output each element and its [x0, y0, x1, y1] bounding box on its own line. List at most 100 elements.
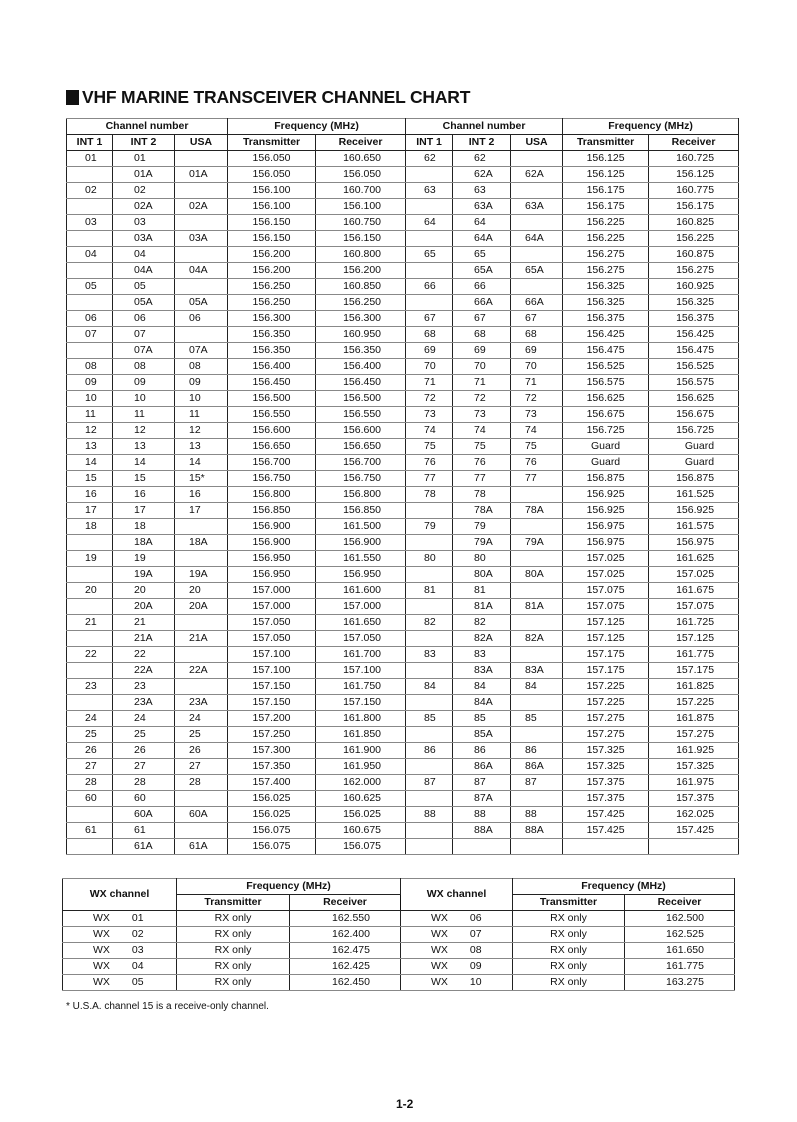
cell-receiver: 157.150 — [315, 694, 407, 711]
cell-receiver: 161.725 — [648, 614, 740, 631]
cell-transmitter: 157.075 — [562, 598, 650, 615]
cell-int2: 22A — [112, 662, 175, 679]
cell-usa — [173, 278, 229, 295]
cell-usa: 14 — [173, 454, 229, 471]
cell-transmitter: 157.250 — [227, 726, 317, 743]
table-row: 04 04 156.200 160.800 65 65 156.275 160.875 — [66, 246, 740, 263]
cell-int1: 81 — [405, 582, 454, 599]
transmitter-header: Transmitter — [512, 894, 625, 911]
cell-int2: 65 — [452, 246, 512, 263]
cell-receiver: 156.100 — [315, 198, 407, 215]
cell-int1: 26 — [66, 742, 113, 759]
column-header-int2: INT 2 — [112, 134, 175, 151]
table-row: 23 23 157.150 161.750 84 84 84 157.225 161.825 — [66, 678, 740, 695]
table-row: 02A 02A 156.100 156.100 63A 63A 156.175 156.175 — [66, 198, 740, 215]
cell-int2: 15 — [112, 470, 175, 487]
cell-transmitter: 156.025 — [227, 806, 317, 823]
cell-int1 — [405, 198, 454, 215]
table-row: 22A 22A 157.100 157.100 83A 83A 157.175 157.175 — [66, 662, 740, 679]
cell-int1: 88 — [405, 806, 454, 823]
cell-receiver: 156.425 — [648, 326, 740, 343]
cell-int1 — [66, 566, 113, 583]
cell-int1 — [405, 838, 454, 855]
cell-int2: 77 — [452, 470, 512, 487]
cell-receiver: 156.950 — [315, 566, 407, 583]
cell-transmitter: 157.100 — [227, 646, 317, 663]
cell-int1: 11 — [66, 406, 113, 423]
cell-transmitter: 156.900 — [227, 518, 317, 535]
cell-usa: 06 — [173, 310, 229, 327]
cell-receiver: 162.000 — [315, 774, 407, 791]
wx-channel-table: WX channel Frequency (MHz) WX channel Fr… — [62, 878, 735, 991]
cell-receiver: 161.775 — [624, 958, 735, 975]
column-header-usa: USA — [173, 134, 229, 151]
wx-channel-cell: WX 05 — [62, 974, 177, 991]
cell-int1: 14 — [66, 454, 113, 471]
column-header-int1: INT 1 — [66, 134, 113, 151]
table-row: 61 61 156.075 160.675 88A 88A 157.425 157.425 — [66, 822, 740, 839]
cell-usa: 18A — [173, 534, 229, 551]
cell-usa: 08 — [173, 358, 229, 375]
cell-receiver: 156.900 — [315, 534, 407, 551]
column-header-receiver: Receiver — [648, 134, 740, 151]
cell-transmitter: RX only — [176, 942, 290, 959]
cell-transmitter: 156.225 — [562, 214, 650, 231]
cell-usa: 76 — [510, 454, 564, 471]
cell-int1 — [66, 534, 113, 551]
cell-int2: 83 — [452, 646, 512, 663]
cell-int2: 05A — [112, 294, 175, 311]
cell-int1: 02 — [66, 182, 113, 199]
cell-int1 — [66, 694, 113, 711]
cell-usa: 63A — [510, 198, 564, 215]
cell-int1: 74 — [405, 422, 454, 439]
cell-int1 — [66, 262, 113, 279]
cell-transmitter: 157.325 — [562, 742, 650, 759]
cell-usa — [173, 150, 229, 167]
cell-int1: 17 — [66, 502, 113, 519]
cell-transmitter: 157.400 — [227, 774, 317, 791]
table-row: 07A 07A 156.350 156.350 69 69 69 156.475 156.475 — [66, 342, 740, 359]
wx-row: WX 04 RX only 162.425 WX 09 RX only 161.775 — [62, 958, 735, 975]
cell-int1: 25 — [66, 726, 113, 743]
wx-prefix: WX — [93, 928, 110, 940]
cell-transmitter: 156.600 — [227, 422, 317, 439]
cell-transmitter: 156.150 — [227, 214, 317, 231]
cell-int2: 74 — [452, 422, 512, 439]
cell-usa: 86A — [510, 758, 564, 775]
cell-int1: 66 — [405, 278, 454, 295]
cell-usa: 03A — [173, 230, 229, 247]
cell-receiver: 156.750 — [315, 470, 407, 487]
table-row: 20 20 20 157.000 161.600 81 81 157.075 161.675 — [66, 582, 740, 599]
cell-transmitter: 156.250 — [227, 278, 317, 295]
cell-receiver: 161.950 — [315, 758, 407, 775]
cell-usa: 25 — [173, 726, 229, 743]
cell-usa — [173, 678, 229, 695]
wx-channel-cell: WX 04 — [62, 958, 177, 975]
cell-usa: 80A — [510, 566, 564, 583]
cell-int2: 62 — [452, 150, 512, 167]
cell-transmitter: Guard — [562, 454, 650, 471]
cell-transmitter: 156.350 — [227, 342, 317, 359]
cell-usa: 83A — [510, 662, 564, 679]
cell-int2: 01A — [112, 166, 175, 183]
table-row: 03 03 156.150 160.750 64 64 156.225 160.825 — [66, 214, 740, 231]
cell-transmitter: 157.025 — [562, 566, 650, 583]
cell-int1 — [405, 758, 454, 775]
cell-receiver: 162.550 — [289, 910, 401, 927]
cell-int1 — [405, 726, 454, 743]
cell-int1 — [66, 230, 113, 247]
cell-usa: 81A — [510, 598, 564, 615]
cell-receiver: Guard — [648, 438, 740, 455]
group-header: Frequency (MHz) — [227, 118, 407, 135]
wx-row: WX 03 RX only 162.475 WX 08 RX only 161.650 — [62, 942, 735, 959]
table-row: 05A 05A 156.250 156.250 66A 66A 156.325 156.325 — [66, 294, 740, 311]
cell-usa — [510, 486, 564, 503]
cell-int2: 87A — [452, 790, 512, 807]
cell-transmitter: 157.300 — [227, 742, 317, 759]
cell-int2: 88A — [452, 822, 512, 839]
cell-transmitter: 156.275 — [562, 262, 650, 279]
cell-usa — [510, 614, 564, 631]
wx-channel-cell: WX 09 — [400, 958, 513, 975]
group-header-row: Channel number Frequency (MHz) Channel n… — [65, 118, 740, 135]
cell-receiver: 161.925 — [648, 742, 740, 759]
